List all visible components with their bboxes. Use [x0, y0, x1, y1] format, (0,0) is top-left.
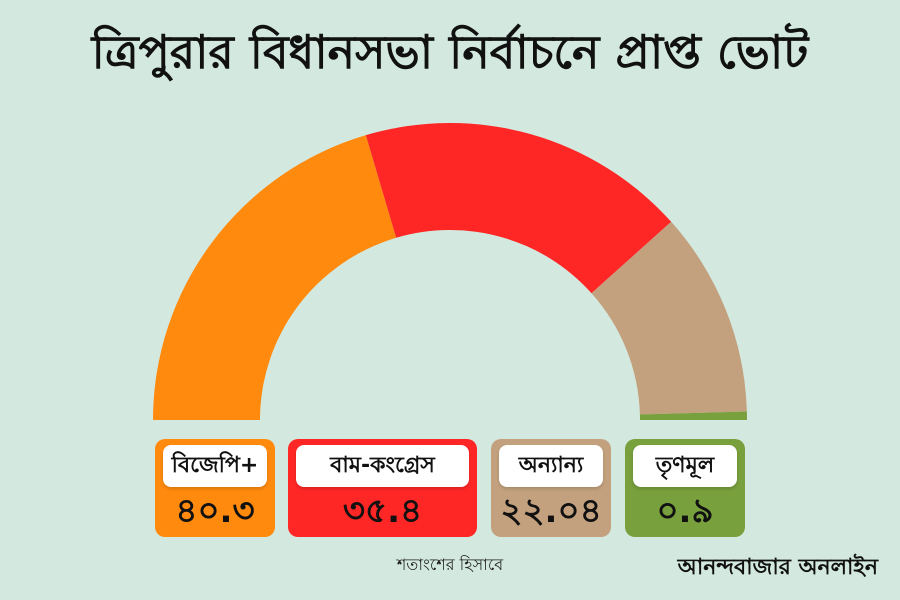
- brand-logo: আনন্দবাজার অনলাইন: [677, 555, 878, 580]
- value-label: ৪০.৩: [175, 490, 255, 531]
- value-label: ৩৫.৪: [342, 490, 423, 531]
- legend-label: অন্যান্য: [499, 445, 603, 487]
- arc-segment-1: [153, 135, 397, 420]
- legend-card-4: তৃণমূল ০.৯: [625, 439, 745, 537]
- value-label: ০.৯: [656, 490, 714, 531]
- legend-label: বিজেপি+: [163, 445, 267, 487]
- unit-note: শতাংশের হিসাবে: [396, 555, 504, 574]
- legend-card-2: বাম-কংগ্রেস ৩৫.৪: [288, 439, 477, 537]
- legend-card-3: অন্যান্য ২২.০৪: [491, 439, 611, 537]
- chart-title: ত্রিপুরার বিধানসভা নির্বাচনে প্রাপ্ত ভোট: [91, 25, 809, 79]
- legend-label: তৃণমূল: [633, 445, 737, 487]
- legend-card-1: বিজেপি+ ৪০.৩: [155, 439, 275, 537]
- arc-segment-4: [639, 411, 747, 420]
- legend-label: বাম-কংগ্রেস: [296, 445, 469, 487]
- value-label: ২২.০৪: [500, 490, 602, 531]
- arc-segment-2: [365, 123, 672, 294]
- arc-segment-3: [591, 221, 747, 415]
